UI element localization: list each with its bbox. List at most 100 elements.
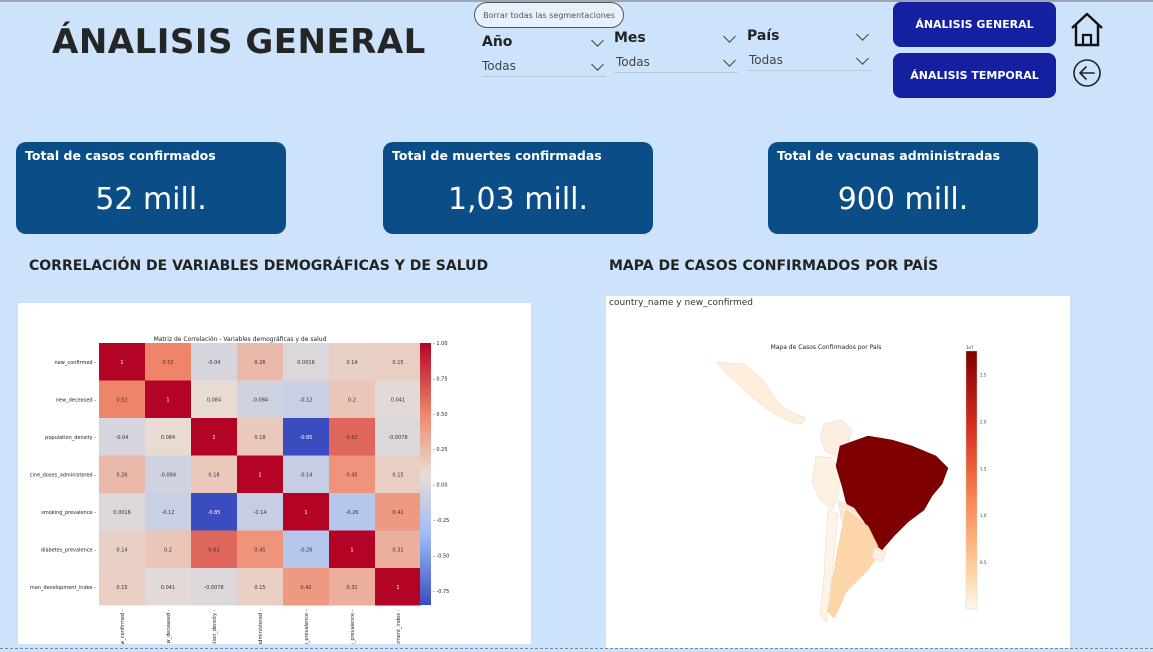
- general-analysis-button[interactable]: ÁNALISIS GENERAL: [893, 2, 1056, 47]
- map-region-peru: [811, 455, 843, 511]
- heatmap-cell: [329, 530, 375, 568]
- map-colorbar-tick-label: 2.0: [980, 419, 987, 424]
- heatmap-cell: [145, 418, 191, 456]
- kpi-label: Total de casos confirmados: [25, 148, 216, 163]
- map-region-chile: [819, 509, 839, 623]
- heatmap-cell-value: 0.31: [346, 585, 357, 591]
- map-panel[interactable]: country_name y new_confirmed Mapa de Cas…: [606, 296, 1070, 648]
- temporal-analysis-button[interactable]: ÁNALISIS TEMPORAL: [893, 53, 1056, 98]
- heatmap-row-label: new_deceased -: [56, 397, 96, 403]
- kpi-card-vaccines: Total de vacunas administradas 900 mill.: [768, 142, 1038, 234]
- heatmap-cell: [375, 455, 421, 493]
- heatmap-cell-value: 0.18: [254, 435, 265, 441]
- heatmap-cell-value: 1: [350, 547, 353, 553]
- heatmap-cell: [329, 455, 375, 493]
- heatmap-cell: [99, 493, 145, 531]
- heatmap-cell-value: 0.26: [116, 472, 127, 478]
- heatmap-cell: [145, 530, 191, 568]
- map-region-brazil: [835, 435, 949, 551]
- heatmap-cell: [191, 380, 237, 418]
- heatmap-cell: [99, 530, 145, 568]
- heatmap-cell: [375, 418, 421, 456]
- country-dropdown[interactable]: Todas: [747, 50, 871, 71]
- heatmap-col-label: new_deceased -: [166, 609, 172, 644]
- country-dropdown-value: Todas: [749, 53, 783, 67]
- map-region-mexico: [715, 361, 807, 425]
- home-icon[interactable]: [1068, 10, 1106, 48]
- heatmap-cell-value: 1: [212, 435, 215, 441]
- heatmap-cell-value: 0.041: [391, 397, 405, 403]
- heatmap-cell: [145, 380, 191, 418]
- colorbar-tick-label: - 0.50: [433, 412, 448, 418]
- colorbar-tick-label: - 1.00: [433, 341, 448, 347]
- heatmap-cell-value: -0.12: [162, 510, 175, 516]
- heatmap-cell-value: -0.084: [252, 397, 268, 403]
- month-dropdown-value: Todas: [616, 55, 650, 69]
- map-colorbar-tick-label: 1e7: [966, 345, 974, 350]
- heatmap-cell-value: 0.084: [161, 435, 175, 441]
- heatmap-cell-value: 1: [258, 472, 261, 478]
- heatmap-cell-value: 0.42: [300, 585, 311, 591]
- heatmap-cell: [237, 568, 283, 606]
- back-arrow-icon[interactable]: [1072, 58, 1102, 88]
- choropleth-map: Mapa de Casos Confirmados por País 1e7 2.…: [715, 344, 987, 623]
- clear-filters-button[interactable]: Borrar todas las segmentaciones: [474, 2, 624, 28]
- heatmap-cell-value: 0.084: [207, 397, 221, 403]
- heatmap-cell: [375, 343, 421, 381]
- month-dropdown[interactable]: Todas: [614, 52, 738, 73]
- kpi-label: Total de muertes confirmadas: [392, 148, 602, 163]
- kpi-value: 52 mill.: [95, 182, 207, 217]
- heatmap-cell-value: 0.041: [161, 585, 175, 591]
- heatmap-cell: [283, 343, 329, 381]
- heatmap-cell: [375, 530, 421, 568]
- year-dropdown[interactable]: Todas: [482, 56, 606, 77]
- heatmap-cell: [283, 493, 329, 531]
- kpi-card-deaths: Total de muertes confirmadas 1,03 mill.: [383, 142, 653, 234]
- heatmap-cell: [145, 455, 191, 493]
- heatmap-cell-value: -0.85: [300, 435, 313, 441]
- heatmap-cell-value: 0.45: [254, 547, 265, 553]
- heatmap-cell: [99, 418, 145, 456]
- heatmap-cell-value: -0.04: [208, 360, 221, 366]
- heatmap-cell-value: 1: [396, 585, 399, 591]
- heatmap-cell: [329, 380, 375, 418]
- heatmap-cell: [237, 530, 283, 568]
- colorbar-tick-label: - -0.25: [433, 518, 449, 524]
- heatmap-cell: [99, 455, 145, 493]
- heatmap-cell-value: 0.45: [346, 472, 357, 478]
- heatmap-cell: [283, 380, 329, 418]
- colorbar-tick-label: - 0.75: [433, 376, 448, 382]
- heatmap-cell-value: -0.0078: [388, 435, 407, 441]
- chevron-down-icon[interactable]: [856, 27, 869, 41]
- heatmap-cell-value: 0.18: [208, 472, 219, 478]
- heatmap-col-label: g_prevalence -: [304, 609, 310, 644]
- kpi-value: 900 mill.: [837, 182, 969, 217]
- map-region-uruguay: [871, 547, 887, 563]
- map-caption: country_name y new_confirmed: [609, 298, 753, 308]
- heatmap-cell-value: 1: [304, 510, 307, 516]
- heatmap-cell: [145, 568, 191, 606]
- heatmap-cell: [375, 493, 421, 531]
- correlation-heatmap-panel[interactable]: Matriz de Correlación - Variables demogr…: [18, 303, 531, 651]
- map-colorbar-tick-label: 2.5: [980, 372, 987, 377]
- chevron-down-icon[interactable]: [723, 29, 736, 43]
- page-title: ÁNALISIS GENERAL: [52, 22, 426, 62]
- year-dropdown-value: Todas: [482, 59, 516, 73]
- heatmap-cell-value: 0.15: [254, 585, 265, 591]
- heatmap-cell: [375, 380, 421, 418]
- heatmap-cell: [329, 493, 375, 531]
- heatmap-cell: [191, 530, 237, 568]
- heatmap-cell: [237, 380, 283, 418]
- heatmap-title: Matriz de Correlación - Variables demogr…: [154, 336, 327, 343]
- map-colorbar-tick-label: 1.5: [980, 466, 987, 471]
- heatmap-cell: [99, 568, 145, 606]
- heatmap-cell: [145, 493, 191, 531]
- heatmap-row-label: diabetes_prevalence -: [41, 547, 96, 553]
- heatmap-cell-value: -0.26: [346, 510, 359, 516]
- chevron-down-icon[interactable]: [591, 33, 604, 47]
- heatmap-cell-value: -0.04: [116, 435, 129, 441]
- heatmap-cell: [237, 493, 283, 531]
- heatmap-cell: [329, 343, 375, 381]
- heatmap-cell-value: 0.63: [346, 435, 357, 441]
- map-colorbar-tick-label: 0.5: [980, 560, 987, 565]
